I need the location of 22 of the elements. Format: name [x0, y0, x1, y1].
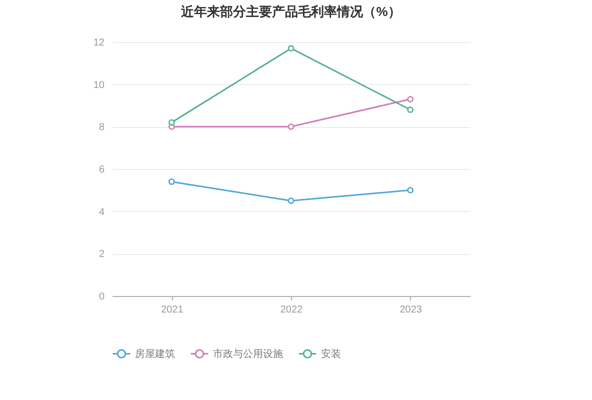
y-tick-label: 12: [93, 38, 105, 48]
point: [407, 96, 414, 102]
chart-title: 近年来部分主要产品毛利率情况（%）: [180, 4, 401, 19]
point: [288, 123, 294, 130]
y-tick-label: 4: [98, 206, 105, 218]
x-tick-label: 2021: [161, 304, 184, 316]
legend-label: 市政与公用设施: [213, 348, 283, 360]
y-tick-label: 2: [98, 249, 105, 260]
x-tick-label: 2023: [400, 304, 422, 316]
legend-label: 房屋建筑: [135, 348, 175, 360]
y-tick-label: 8: [98, 122, 105, 134]
legend-label: 安装: [321, 348, 341, 360]
point: [288, 45, 294, 52]
y-tick-label: 0: [98, 292, 105, 302]
point: [407, 106, 414, 113]
y-tick-label: 6: [98, 164, 105, 176]
point: [288, 198, 294, 204]
point: [407, 186, 414, 194]
point: [168, 119, 175, 126]
point: [168, 178, 175, 185]
y-tick-label: 10: [93, 80, 105, 91]
x-tick-label: 2022: [280, 304, 304, 316]
